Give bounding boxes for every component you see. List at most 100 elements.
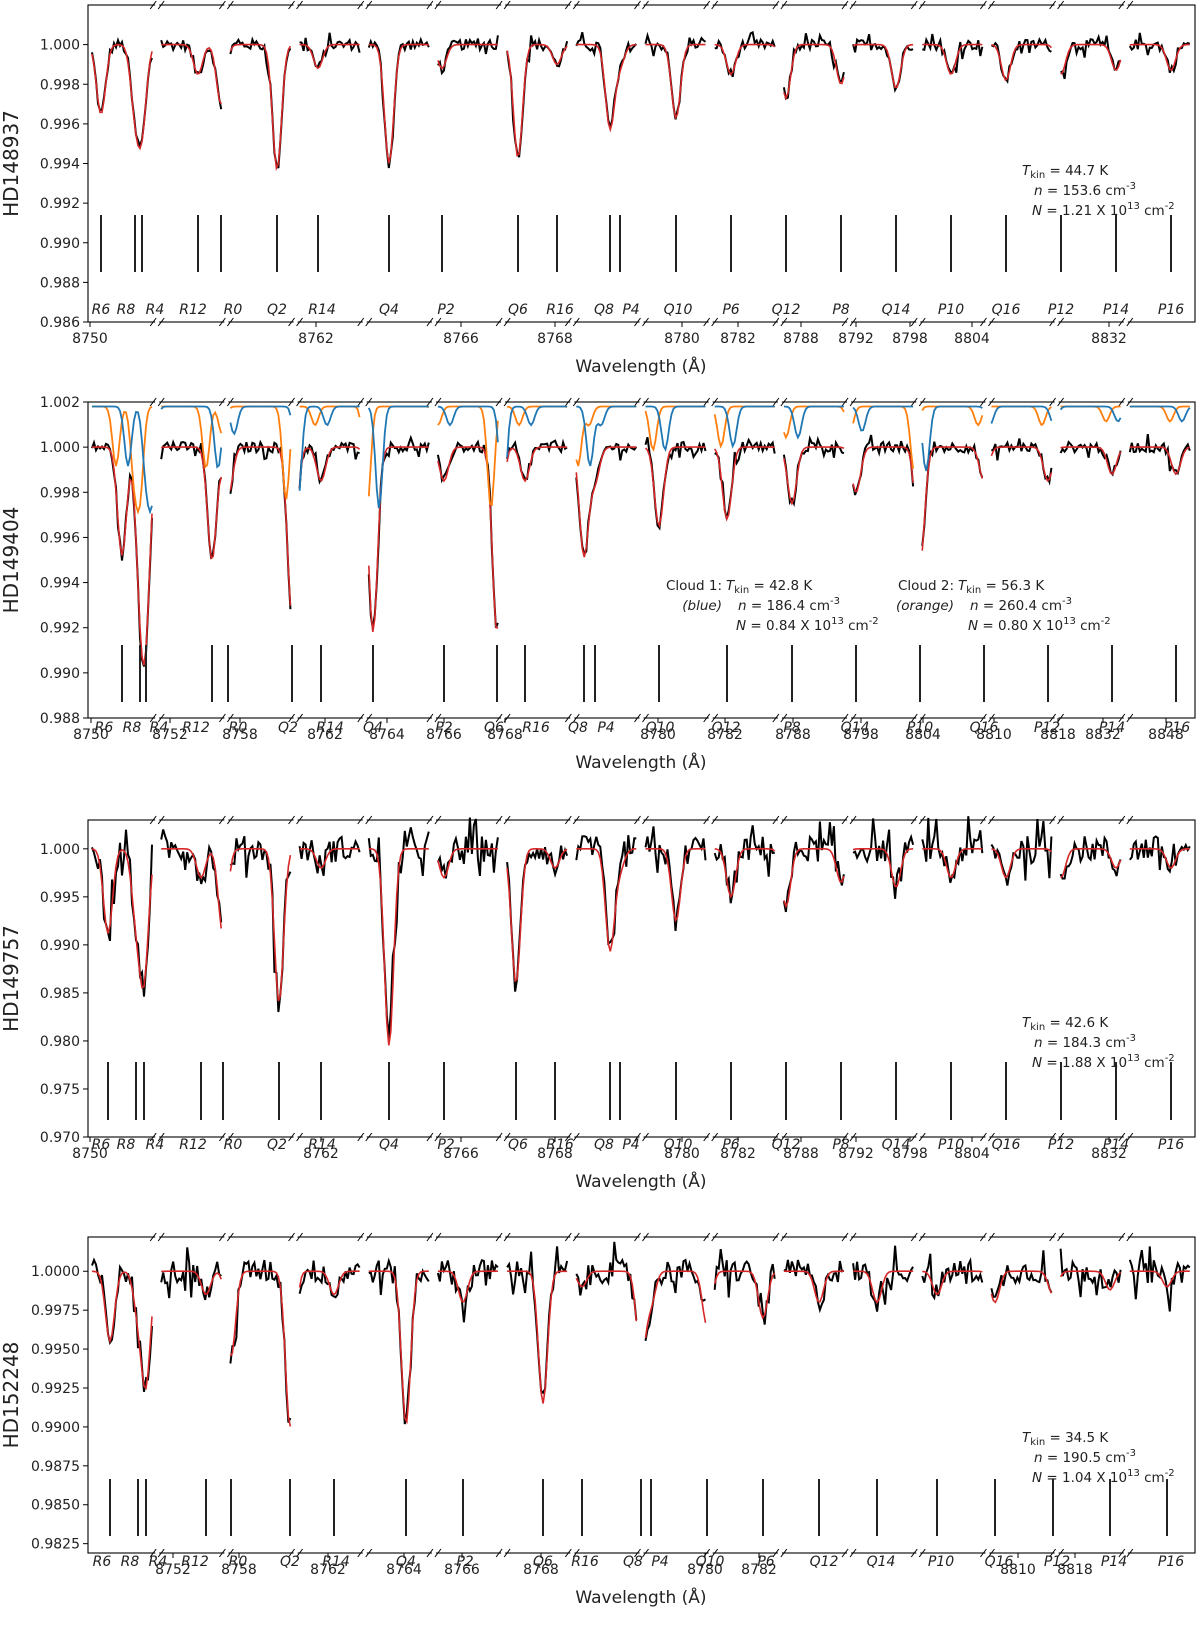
line-label: P6 [722,302,739,318]
line-label: P10 [938,1137,964,1153]
axis-break [703,815,711,825]
x-tick-label: 8780 [640,727,676,743]
spectrum-data [298,441,360,489]
model-fit [921,446,984,551]
axis-break [772,1548,780,1558]
axis-break [988,397,995,407]
axis-break [503,397,511,407]
axis-break [642,1548,649,1558]
line-label: R6 [92,302,111,318]
tkin-readout: Tkin = 34.5 K [1022,1430,1109,1448]
tkin-value: 42.6 [1065,1015,1095,1031]
spectrum-data [160,39,223,110]
x-tick-label: 8750 [73,727,109,743]
model-fit [1129,446,1191,476]
axis-break [780,317,788,327]
axis-break [357,1548,365,1558]
x-tick-label: 8780 [687,1562,723,1578]
x-tick-label: 8758 [222,727,258,743]
axis-break [296,815,303,825]
axis-break [703,713,711,723]
axis-break [849,397,857,407]
spectrum-data [298,1260,361,1299]
line-label: Q10 [646,720,675,736]
spectrum-data [575,442,638,557]
cloud1-model [92,405,153,515]
axis-break [296,0,303,10]
axis-break [357,1232,365,1242]
y-tick-label: 0.994 [40,157,80,173]
y-tick-label: 0.992 [40,621,80,637]
axis-break [1049,397,1057,407]
model-fit [91,43,153,151]
line-label: P10 [938,302,964,318]
density-value: 184.3 [1062,1035,1101,1051]
line-label: Q14 [841,720,870,736]
axis-break [218,1548,226,1558]
spectrum-data [783,1259,845,1314]
line-label: R16 [546,1137,574,1153]
axis-break [980,397,987,407]
y-tick-label: 0.998 [40,77,80,93]
line-label: Q14 [882,302,911,318]
line-label: R14 [308,302,336,318]
line-label: Q2 [280,1554,300,1570]
panel-hd152248: 0.9825 0.9850 0.9875 0.9900 0.9925 0.9950 0.99… [0,1232,1196,1608]
cloud1-model [576,405,637,467]
axis-break [642,815,649,825]
cloud1-model [160,405,223,469]
axis-break [434,397,442,407]
axis-break [841,1132,849,1142]
spectrum-data [990,37,1052,84]
column-density-readout: N = 0.84 X 1013 cm-2 [736,616,879,634]
axis-break [226,1132,234,1142]
line-label: P8 [832,1137,849,1153]
axis-break [841,317,849,327]
axis-break [495,713,503,723]
line-label: Q16 [992,302,1021,318]
x-tick-label: 8804 [954,1146,990,1162]
axis-break [434,1132,442,1142]
axis-break [426,317,434,327]
line-label: P16 [1158,1137,1184,1153]
y-tick-label: 1.000 [40,440,80,456]
y-tick-label: 0.988 [40,275,80,291]
model-fit [852,847,914,888]
line-label: R16 [571,1554,599,1570]
x-tick-label: 8832 [1091,1146,1127,1162]
spectrum-data [782,32,845,100]
axis-break [711,317,719,327]
cloud2-model [991,405,1052,427]
line-label: R12 [179,302,207,318]
axis-break [434,713,442,723]
x-tick-label: 8792 [838,331,874,347]
axis-break [503,815,511,825]
density-value: 190.5 [1062,1450,1101,1466]
x-axis-label: Wavelength (Å) [575,1586,706,1608]
y-tick-label: 0.996 [40,117,80,133]
cloud2-model [783,405,845,440]
axis-break [495,1232,503,1242]
model-fit [161,1270,222,1296]
axis-break [918,1232,926,1242]
x-tick-label: 8788 [783,331,819,347]
y-tick-label: 0.990 [40,938,80,954]
line-label: Q16 [985,1554,1014,1570]
axis-break [642,1132,649,1142]
axis-break [910,815,918,825]
line-label: R12 [181,1554,209,1570]
axis-break [365,1132,373,1142]
axis-break [365,1232,373,1242]
line-label: Q12 [712,720,741,736]
x-tick-label: 8752 [155,1562,191,1578]
line-label: R4 [146,1137,165,1153]
spectrum-data [91,829,153,997]
axis-break [564,1232,572,1242]
axis-break [988,1232,995,1242]
axis-break [780,0,788,10]
axis-break [226,1232,234,1242]
line-label: R16 [522,720,550,736]
axis-break [910,1548,918,1558]
tkin-readout: Tkin = 42.6 K [1022,1015,1109,1033]
